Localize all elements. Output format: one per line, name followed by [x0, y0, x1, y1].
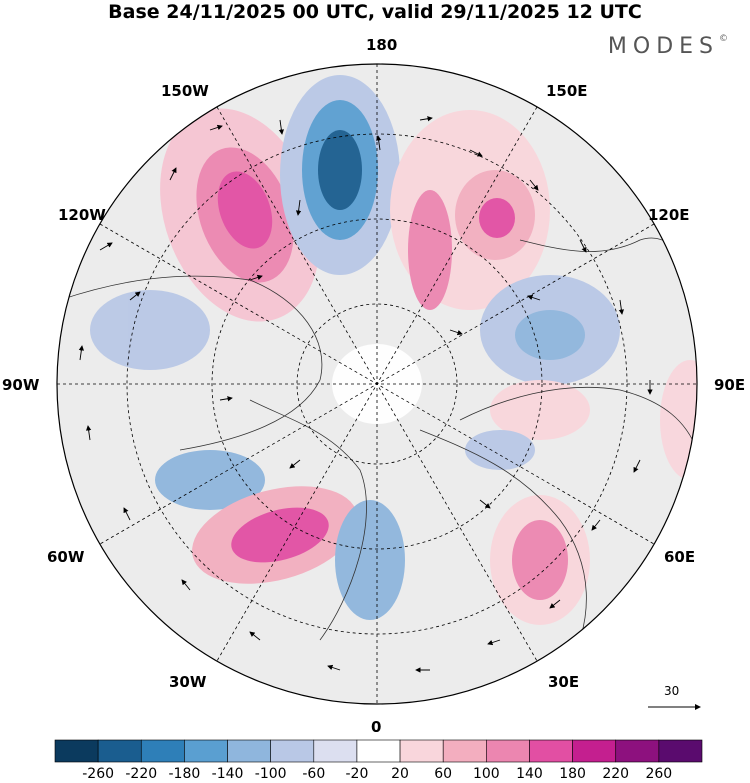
colorbar-tick-label: -180 [168, 766, 201, 782]
colorbar-tick-label: 140 [516, 766, 543, 782]
colorbar-swatch [529, 739, 573, 763]
lon-label-0: 0 [371, 718, 382, 736]
lon-label-60e: 60E [664, 548, 696, 566]
lon-label-90e: 90E [714, 376, 746, 394]
graticule [57, 64, 697, 704]
lon-label-150e: 150E [546, 82, 588, 100]
colorbar-tick-label: 100 [472, 766, 500, 782]
colorbar-tick-label: -60 [302, 766, 326, 782]
colorbar-swatch [399, 739, 444, 763]
wind-vectors [78, 116, 653, 673]
colorbar-tick-label: -140 [211, 766, 244, 782]
lon-label-30e: 30E [548, 673, 580, 691]
colorbar-tick-label: 20 [391, 766, 409, 782]
colorbar-tick-label: -100 [254, 766, 287, 782]
colorbar-swatch [572, 739, 617, 763]
colorbar-swatch [54, 739, 99, 763]
lon-label-180: 180 [366, 36, 398, 54]
colorbar-swatch [486, 739, 530, 763]
lon-label-120e: 120E [648, 206, 690, 224]
reference-vector-label: 30 [664, 684, 680, 698]
modes-logo: MODES© [607, 34, 728, 59]
colorbar-swatch [227, 739, 271, 763]
colorbar-swatch [356, 739, 401, 763]
colorbar-swatch [184, 739, 228, 763]
colorbar-swatch [270, 739, 315, 763]
colorbar-swatch [658, 739, 703, 763]
colorbar-tick-label: -220 [125, 766, 158, 782]
colorbar-tick-label: 220 [602, 766, 630, 782]
colorbar-tick-label: 260 [645, 766, 673, 782]
colorbar-swatch [140, 739, 185, 763]
colorbar-swatch [313, 739, 358, 763]
lon-label-120w: 120W [58, 206, 106, 224]
lon-label-90w: 90W [2, 376, 40, 394]
map-border [56, 63, 698, 705]
colorbar-tick-label: 180 [559, 766, 586, 782]
colorbar-swatch [615, 739, 660, 763]
colorbar-tick-label: -20 [345, 766, 369, 782]
lon-label-60w: 60W [47, 548, 85, 566]
colorbar-swatch [97, 739, 142, 763]
colorbar-tick-label: -260 [82, 766, 115, 782]
map-title: Base 24/11/2025 00 UTC, valid 29/11/2025… [108, 1, 642, 23]
colorbar-tick-label: 60 [434, 766, 453, 782]
anomaly-fields [90, 75, 697, 625]
lon-label-150w: 150W [161, 82, 209, 100]
colorbar [54, 739, 703, 763]
lon-label-30w: 30W [169, 673, 207, 691]
colorbar-swatch [442, 739, 487, 763]
